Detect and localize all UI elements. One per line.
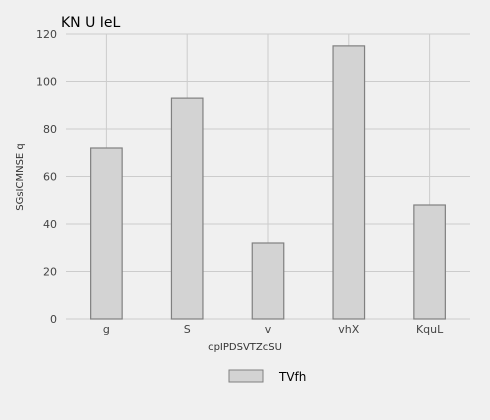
bar xyxy=(413,204,446,320)
bar xyxy=(90,147,123,320)
y-tick-label: 120 xyxy=(36,28,57,41)
bar xyxy=(332,45,366,320)
y-tick-label: 40 xyxy=(43,218,57,231)
x-axis-label: cpIPDSVTZcSU xyxy=(208,342,282,353)
bars xyxy=(90,45,446,320)
y-tick-label: 20 xyxy=(43,266,57,279)
chart-title: KN U IeL xyxy=(61,15,121,31)
legend-swatch xyxy=(228,369,264,383)
legend: TVfh xyxy=(228,369,306,384)
x-tick-label: S xyxy=(184,323,191,336)
y-tick-label: 0 xyxy=(50,313,57,326)
y-tick-labels: 0 20 40 60 80 100 120 xyxy=(36,28,57,326)
bar xyxy=(251,242,285,320)
x-tick-label: g xyxy=(103,323,110,336)
y-tick-label: 80 xyxy=(43,123,57,136)
y-axis-label: SGsICMNSE q xyxy=(15,143,26,211)
bar xyxy=(170,97,204,320)
y-tick-label: 100 xyxy=(36,76,57,89)
y-tick-label: 60 xyxy=(43,171,57,184)
x-tick-label: KquL xyxy=(416,323,444,336)
legend-label: TVfh xyxy=(278,370,306,384)
x-tick-label: v xyxy=(265,323,272,336)
x-tick-label: vhX xyxy=(338,323,359,336)
